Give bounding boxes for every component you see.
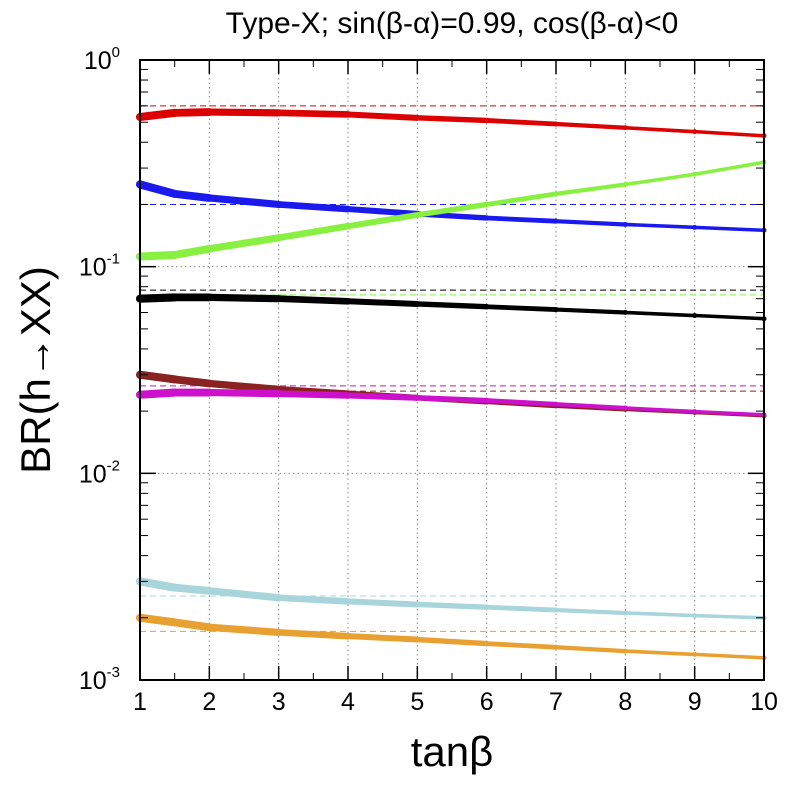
- series-segment: [135, 577, 179, 592]
- series-segment: [135, 388, 179, 399]
- series-segment: [275, 201, 352, 213]
- series-segment: [692, 409, 766, 417]
- series-segment: [170, 108, 214, 117]
- series-segment: [484, 398, 559, 407]
- y-tick-label: 10-3: [79, 664, 120, 695]
- series-segment: [135, 370, 179, 384]
- series-segment: [692, 129, 766, 138]
- series-segment: [205, 587, 283, 602]
- x-tick-label: 4: [341, 688, 355, 716]
- series-segment: [414, 636, 490, 647]
- series-segment: [553, 182, 628, 196]
- series-segment: [135, 108, 179, 122]
- series-segment: [484, 191, 559, 207]
- x-tick-label: 5: [410, 688, 424, 716]
- plot-frame: [139, 59, 765, 681]
- series-segment: [623, 222, 697, 230]
- series-segment: [170, 375, 214, 388]
- series-segment: [553, 121, 628, 130]
- y-tick-labels: 10-3 10-2 10-1 100: [79, 44, 120, 695]
- x-tick-label: 3: [272, 688, 286, 716]
- grid: [140, 60, 764, 680]
- series-segment: [553, 219, 628, 227]
- data-series: [135, 613, 767, 661]
- series-segment: [623, 406, 697, 414]
- series-layer: [135, 108, 767, 661]
- series-segment: [205, 623, 283, 636]
- data-series: [135, 388, 767, 418]
- x-axis-title: tanβ: [411, 728, 494, 775]
- data-series: [135, 577, 767, 621]
- series-segment: [275, 390, 352, 399]
- series-segment: [345, 298, 421, 307]
- series-segment: [553, 307, 628, 315]
- series-segment: [345, 633, 421, 643]
- y-tick-label: 10-2: [79, 457, 120, 488]
- series-segment: [170, 618, 214, 632]
- x-tick-label: 6: [480, 688, 494, 716]
- series-segment: [345, 206, 421, 217]
- series-segment: [275, 295, 352, 305]
- series-segment: [692, 225, 766, 233]
- series-segment: [623, 172, 697, 187]
- series-segment: [692, 652, 766, 660]
- series-segment: [553, 607, 628, 616]
- series-segment: [345, 211, 421, 230]
- series-segment: [135, 180, 179, 198]
- x-tick-label: 2: [202, 688, 216, 716]
- series-segment: [623, 649, 697, 657]
- series-segment: [275, 594, 352, 605]
- series-segment: [692, 160, 766, 177]
- y-axis-title: BR(h→XX): [12, 266, 59, 474]
- series-segment: [135, 613, 179, 627]
- series-segment: [484, 304, 559, 312]
- chart-title: Type-X; sin(β-α)=0.99, cos(β-α)<0: [226, 7, 679, 40]
- series-segment: [414, 301, 490, 310]
- series-segment: [623, 125, 697, 134]
- series-segment: [345, 598, 421, 608]
- series-segment: [414, 395, 490, 404]
- series-segment: [692, 313, 766, 321]
- x-tick-label: 8: [618, 688, 632, 716]
- series-segment: [205, 108, 283, 117]
- y-tick-label: 100: [84, 44, 120, 75]
- series-segment: [205, 194, 283, 209]
- series-segment: [623, 611, 697, 618]
- series-segment: [205, 379, 283, 393]
- series-segment: [484, 118, 559, 127]
- series-segment: [170, 583, 214, 595]
- y-tick-label: 10-1: [79, 251, 120, 282]
- series-segment: [135, 250, 179, 261]
- series-segment: [484, 641, 559, 650]
- series-segment: [205, 388, 283, 398]
- x-tick-label: 1: [133, 688, 147, 716]
- series-segment: [414, 201, 490, 218]
- series-segment: [623, 310, 697, 318]
- series-segment: [345, 392, 421, 401]
- series-segment: [275, 629, 352, 640]
- series-segment: [275, 109, 352, 118]
- series-segment: [414, 601, 490, 610]
- series-segment: [275, 222, 352, 242]
- series-segment: [205, 234, 283, 253]
- series-segment: [170, 189, 214, 202]
- series-segment: [205, 293, 283, 303]
- tick-marks: [139, 59, 765, 681]
- series-segment: [484, 604, 559, 613]
- series-segment: [414, 115, 490, 124]
- series-segment: [553, 645, 628, 654]
- series-segment: [345, 111, 421, 121]
- data-series: [135, 180, 767, 233]
- series-segment: [692, 613, 766, 620]
- series-segment: [170, 244, 214, 259]
- series-segment: [553, 402, 628, 411]
- data-series: [135, 159, 767, 261]
- series-segment: [484, 215, 559, 224]
- x-tick-label: 9: [688, 688, 702, 716]
- x-tick-label: 10: [750, 688, 778, 716]
- x-tick-label: 7: [549, 688, 563, 716]
- x-tick-labels: 1 2 3 4 5 6 7 8 9 10: [133, 688, 778, 716]
